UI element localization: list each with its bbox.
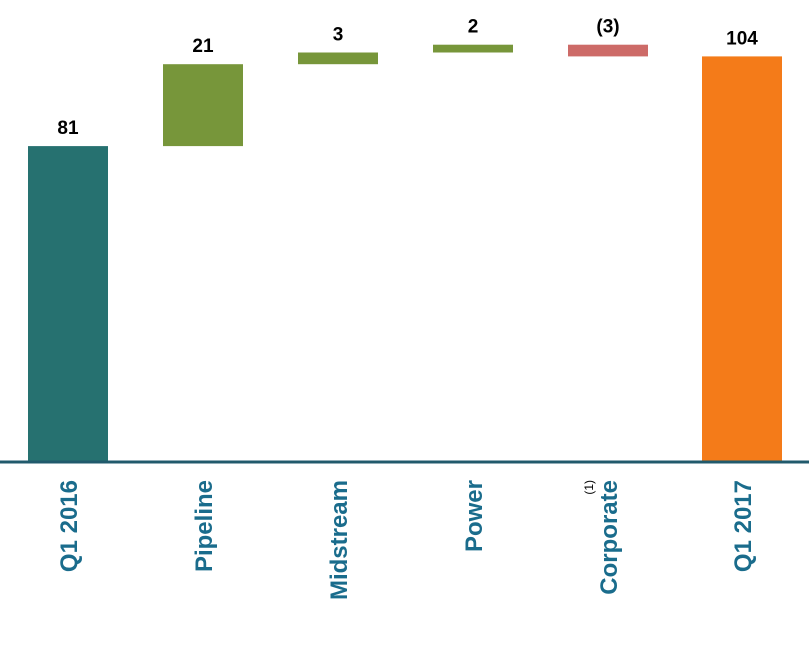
category-label-corporate: Corporate <box>596 480 623 595</box>
value-label-pipeline: 21 <box>192 36 214 57</box>
bar-pipeline <box>163 64 243 147</box>
value-label-corporate: (3) <box>596 17 619 38</box>
bar-corporate <box>568 44 648 57</box>
category-text: Power <box>461 480 488 552</box>
bar-q1-2016 <box>28 146 108 462</box>
bars-group <box>28 44 782 463</box>
category-text: Midstream <box>326 480 353 600</box>
category-text: Q1 2017 <box>730 480 757 572</box>
category-text: Q1 2016 <box>56 480 83 572</box>
category-label-q1-2016: Q1 2016 <box>56 480 83 572</box>
category-label-pipeline: Pipeline <box>191 480 218 572</box>
category-label-midstream: Midstream <box>326 480 353 600</box>
category-label-q1-2017: Q1 2017 <box>730 480 757 572</box>
bar-q1-2017 <box>702 56 782 463</box>
value-labels-group: 81 21 3 2 (3) 104 <box>57 17 758 139</box>
footnote-marker-corporate: (1) <box>582 480 596 495</box>
value-label-midstream: 3 <box>333 25 344 46</box>
value-label-power: 2 <box>468 17 479 38</box>
category-text: Corporate <box>596 480 623 595</box>
footnote-text: (1) <box>582 480 596 495</box>
category-labels-group: Q1 2016 Pipeline Midstream Power Corporate(1… <box>56 480 757 600</box>
value-label-q1-2016: 81 <box>57 118 79 139</box>
value-label-q1-2017: 104 <box>726 28 758 49</box>
category-label-power: Power <box>461 480 488 552</box>
bar-power <box>433 44 513 53</box>
category-text: Pipeline <box>191 480 218 572</box>
bar-midstream <box>298 52 378 65</box>
